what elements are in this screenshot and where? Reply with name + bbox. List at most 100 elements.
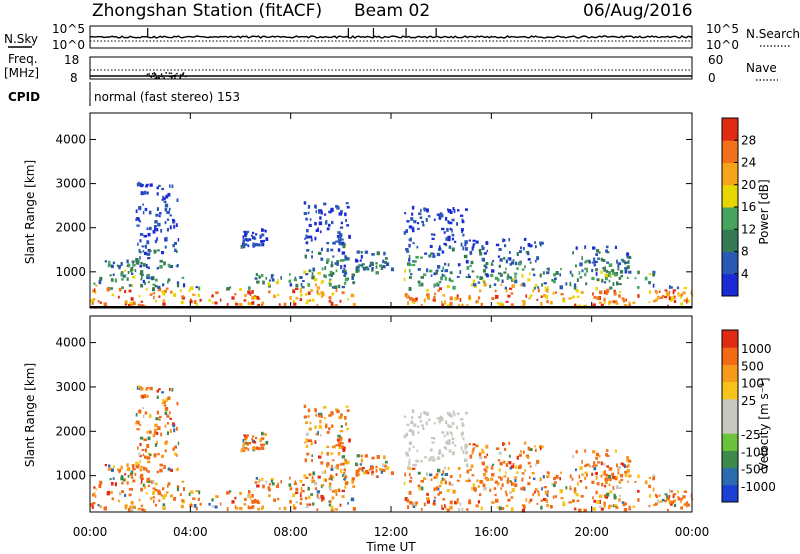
power-cell: [404, 293, 408, 297]
power-cell: [442, 266, 445, 271]
velocity-cell: [426, 497, 430, 501]
power-cell: [359, 264, 363, 267]
velocity-cell: [668, 494, 671, 498]
velocity-cell: [510, 507, 514, 512]
power-cell: [127, 271, 130, 274]
velocity-cell: [535, 463, 537, 467]
power-cell: [254, 295, 257, 297]
colorbar-segment: [722, 251, 738, 275]
velocity-cell: [553, 476, 556, 481]
power-cell: [162, 302, 166, 306]
power-cell: [335, 240, 339, 243]
power-cell: [261, 228, 264, 232]
velocity-cell: [485, 477, 489, 482]
power-cell: [350, 293, 355, 298]
velocity-cell: [124, 478, 127, 482]
velocity-cell: [140, 482, 143, 485]
velocity-cell: [103, 506, 107, 511]
y-tick-label: 4000: [55, 336, 86, 350]
velocity-cell: [149, 453, 152, 456]
velocity-cell: [451, 432, 453, 437]
power-cell: [294, 276, 297, 280]
power-cell: [164, 245, 167, 249]
velocity-cell: [429, 473, 433, 477]
power-cell: [593, 263, 597, 267]
velocity-cell: [615, 506, 619, 509]
power-cell: [515, 261, 518, 266]
power-cell: [336, 262, 339, 266]
power-cell: [580, 291, 584, 294]
velocity-cell: [412, 463, 415, 467]
power-cell: [472, 239, 476, 242]
velocity-cell: [531, 472, 535, 475]
power-cell: [471, 283, 473, 287]
cpid-panel: CPID normal (fast stereo) 153: [8, 82, 240, 106]
velocity-cell: [422, 424, 424, 429]
colorbar-tick-label: 25: [741, 394, 756, 408]
power-cell: [312, 298, 315, 302]
power-cell: [536, 256, 540, 261]
colorbar-segment: [722, 398, 738, 417]
power-cell: [464, 243, 467, 247]
power-cell: [335, 205, 339, 208]
velocity-cell: [268, 483, 271, 486]
power-cell: [135, 258, 139, 262]
velocity-cell: [541, 487, 543, 491]
colorbar-tick-label: 1000: [741, 342, 772, 356]
velocity-cell: [490, 467, 494, 470]
velocity-cell: [672, 493, 677, 496]
power-cell: [91, 301, 94, 305]
velocity-cell: [255, 436, 258, 440]
power-cell: [179, 289, 182, 292]
velocity-cell: [251, 499, 255, 504]
velocity-cell: [428, 458, 431, 462]
power-cell: [533, 286, 536, 290]
power-cell: [572, 251, 574, 255]
power-cell: [338, 212, 342, 216]
power-cell: [494, 276, 498, 280]
power-cell: [331, 220, 334, 225]
power-cell: [451, 233, 455, 237]
power-cell: [412, 228, 415, 233]
velocity-cell: [529, 499, 532, 502]
power-cell: [157, 285, 161, 289]
velocity-cell: [264, 433, 267, 437]
velocity-cell: [329, 484, 331, 488]
power-cell: [268, 279, 271, 282]
velocity-cell: [386, 466, 390, 470]
power-cell: [586, 269, 588, 273]
x-tick-label: 00:00: [73, 525, 108, 539]
velocity-cell: [426, 500, 430, 504]
power-cell: [592, 246, 596, 250]
velocity-cell: [502, 442, 505, 446]
power-cell: [540, 301, 543, 306]
velocity-cell: [575, 468, 577, 472]
velocity-cell: [532, 493, 535, 496]
power-cell: [146, 191, 149, 195]
power-cell: [426, 289, 429, 292]
velocity-cell: [404, 415, 407, 418]
power-cell: [278, 303, 281, 306]
power-cell: [140, 261, 143, 265]
velocity-cell: [442, 470, 445, 474]
velocity-cell: [139, 468, 142, 472]
power-cell: [261, 301, 265, 305]
velocity-cell: [632, 505, 636, 508]
power-cell: [311, 250, 313, 254]
velocity-cell: [529, 448, 533, 451]
power-cell: [445, 244, 448, 247]
velocity-cell: [598, 499, 601, 504]
velocity-cell: [321, 471, 324, 475]
velocity-cell: [407, 466, 410, 470]
power-cell: [328, 282, 332, 287]
velocity-cell: [546, 471, 549, 474]
velocity-cell: [157, 452, 160, 456]
power-cell: [672, 289, 677, 292]
velocity-cell: [614, 449, 617, 453]
velocity-cell: [476, 505, 479, 508]
velocity-cell: [359, 463, 362, 466]
power-cell: [592, 292, 594, 296]
velocity-cell: [578, 474, 581, 479]
freq-panel: Freq. [MHz] 18 8 60 0 Nave: [4, 52, 778, 85]
velocity-cell: [600, 474, 603, 478]
